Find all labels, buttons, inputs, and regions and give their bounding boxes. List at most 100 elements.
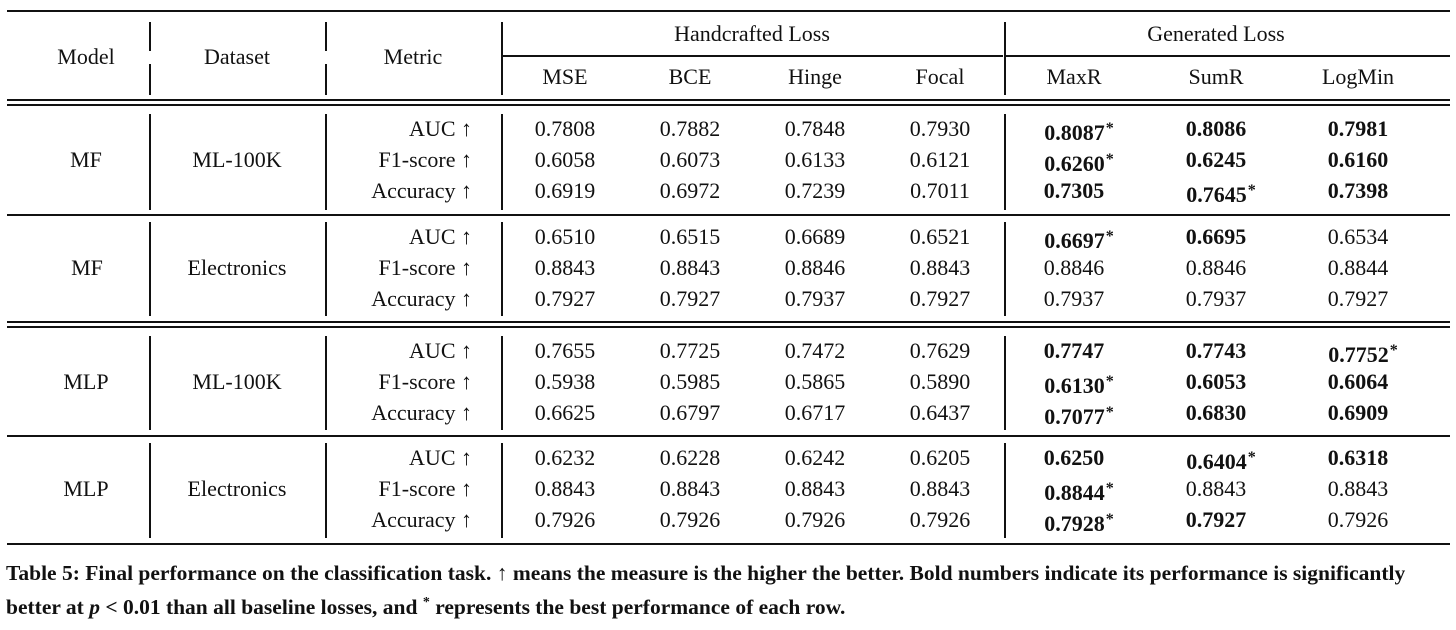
block-rule-3 xyxy=(7,435,1450,437)
best-star-marker: * xyxy=(1105,511,1114,528)
block-3-row-0-cell-2: 0.6242 xyxy=(784,445,846,470)
best-star-marker: * xyxy=(1105,404,1114,421)
header-sep-dataset xyxy=(325,22,327,51)
header-col-mse: MSE xyxy=(542,64,588,89)
block-2-sep-dataset xyxy=(325,336,327,430)
header-metric: Metric xyxy=(383,44,443,69)
block-2-row-1-cell-4: 0.6130* xyxy=(1044,373,1114,398)
block-3-row-1-cell-4: 0.8844* xyxy=(1044,480,1114,505)
block-1-row-1-cell-6: 0.8844 xyxy=(1327,255,1389,280)
block-2-row-1-cell-1: 0.5985 xyxy=(659,369,721,394)
block-3-row-0-cell-3: 0.6205 xyxy=(909,445,971,470)
block-2-row-1-cell-6: 0.6064 xyxy=(1327,369,1389,394)
block-2-row-2-cell-2: 0.6717 xyxy=(784,400,846,425)
block-2-row-0-cell-0: 0.7655 xyxy=(534,338,596,363)
block-0-row-0-cell-3: 0.7930 xyxy=(909,116,971,141)
block-0-sep-groups xyxy=(1004,114,1006,210)
block-0-row-0-cell-2: 0.7848 xyxy=(784,116,846,141)
block-3-row-0-cell-1: 0.6228 xyxy=(659,445,721,470)
block-3-row-1-metric: F1-score ↑ xyxy=(378,476,472,501)
block-0-row-1-cell-1: 0.6073 xyxy=(659,147,721,172)
block-2-row-0-cell-6: 0.7752* xyxy=(1328,342,1398,367)
header-sep-metric xyxy=(501,22,503,95)
top-rule xyxy=(7,10,1450,12)
block-3-dataset: Electronics xyxy=(187,476,287,501)
block-3-sep-dataset xyxy=(325,443,327,538)
block-2-row-1-cell-3: 0.5890 xyxy=(909,369,971,394)
block-1-row-2-cell-2: 0.7937 xyxy=(784,286,846,311)
block-1-row-1-cell-0: 0.8843 xyxy=(534,255,596,280)
block-3-row-2-cell-3: 0.7926 xyxy=(909,507,971,532)
header-col-sumr: SumR xyxy=(1188,64,1244,89)
block-1-row-0-cell-1: 0.6515 xyxy=(659,224,721,249)
best-star-marker: * xyxy=(1247,449,1256,466)
block-1-row-1-cell-1: 0.8843 xyxy=(659,255,721,280)
block-0-row-1-cell-6: 0.6160 xyxy=(1327,147,1389,172)
best-star-marker: * xyxy=(1389,342,1398,359)
block-3-row-1-cell-5: 0.8843 xyxy=(1185,476,1247,501)
block-0-row-2-cell-5: 0.7645* xyxy=(1186,182,1256,207)
block-3-row-0-cell-4: 0.6250 xyxy=(1043,445,1105,470)
block-1-row-2-cell-1: 0.7927 xyxy=(659,286,721,311)
block-2-row-0-metric: AUC ↑ xyxy=(409,338,472,363)
block-3-row-2-cell-1: 0.7926 xyxy=(659,507,721,532)
block-2-row-2-cell-5: 0.6830 xyxy=(1185,400,1247,425)
header-double-rule-a xyxy=(7,99,1450,101)
block-rule-1 xyxy=(7,214,1450,216)
block-3-row-0-cell-0: 0.6232 xyxy=(534,445,596,470)
block-0-sep-metric xyxy=(501,114,503,210)
block-0-row-2-cell-0: 0.6919 xyxy=(534,178,596,203)
block-1-row-0-metric: AUC ↑ xyxy=(409,224,472,249)
block-1-row-0-cell-6: 0.6534 xyxy=(1327,224,1389,249)
block-2-row-0-cell-3: 0.7629 xyxy=(909,338,971,363)
block-1-sep-groups xyxy=(1004,222,1006,316)
caption-text-1: Table 5: Final performance on the classi… xyxy=(6,561,1406,619)
block-0-row-2-cell-6: 0.7398 xyxy=(1327,178,1389,203)
block-3-row-0-cell-5: 0.6404* xyxy=(1186,449,1256,474)
block-3-row-1-cell-6: 0.8843 xyxy=(1327,476,1389,501)
block-1-dataset: Electronics xyxy=(187,255,287,280)
caption-text-3: represents the best performance of each … xyxy=(429,595,846,619)
block-1-row-1-cell-3: 0.8843 xyxy=(909,255,971,280)
header-sep-dataset-2 xyxy=(325,64,327,95)
block-1-row-1-cell-2: 0.8846 xyxy=(784,255,846,280)
block-2-row-2-metric: Accuracy ↑ xyxy=(371,400,472,425)
block-2-row-0-cell-4: 0.7747 xyxy=(1043,338,1105,363)
block-0-row-0-cell-5: 0.8086 xyxy=(1185,116,1247,141)
block-0-row-2-metric: Accuracy ↑ xyxy=(371,178,472,203)
block-0-row-2-cell-4: 0.7305 xyxy=(1043,178,1105,203)
caption-text-2: < 0.01 than all baseline losses, and xyxy=(99,595,423,619)
header-col-logmin: LogMin xyxy=(1321,64,1395,89)
block-1-row-2-cell-5: 0.7937 xyxy=(1185,286,1247,311)
block-3-sep-groups xyxy=(1004,443,1006,538)
block-0-row-1-cell-4: 0.6260* xyxy=(1044,151,1114,176)
block-2-row-2-cell-0: 0.6625 xyxy=(534,400,596,425)
header-sep-groups xyxy=(1004,22,1006,95)
block-0-row-0-cell-4: 0.8087* xyxy=(1044,120,1114,145)
block-3-model: MLP xyxy=(63,476,109,501)
block-2-row-0-cell-1: 0.7725 xyxy=(659,338,721,363)
header-model: Model xyxy=(57,44,115,69)
best-star-marker: * xyxy=(1105,373,1114,390)
table-caption: Table 5: Final performance on the classi… xyxy=(6,558,1456,622)
block-1-sep-model xyxy=(149,222,151,316)
block-1-row-1-cell-5: 0.8846 xyxy=(1185,255,1247,280)
bottom-rule xyxy=(7,543,1450,545)
header-double-rule-b xyxy=(7,104,1450,106)
mid-double-rule-a xyxy=(7,321,1450,323)
block-1-row-2-cell-3: 0.7927 xyxy=(909,286,971,311)
block-1-row-0-cell-2: 0.6689 xyxy=(784,224,846,249)
block-1-row-1-metric: F1-score ↑ xyxy=(378,255,472,280)
best-star-marker: * xyxy=(1247,182,1256,199)
block-2-row-2-cell-1: 0.6797 xyxy=(659,400,721,425)
block-0-row-1-cell-3: 0.6121 xyxy=(909,147,971,172)
block-3-row-1-cell-3: 0.8843 xyxy=(909,476,971,501)
mid-double-rule-b xyxy=(7,326,1450,328)
block-3-row-2-cell-2: 0.7926 xyxy=(784,507,846,532)
header-dataset: Dataset xyxy=(204,44,270,69)
best-star-marker: * xyxy=(1105,228,1114,245)
block-3-row-0-cell-6: 0.6318 xyxy=(1327,445,1389,470)
block-0-dataset: ML-100K xyxy=(192,147,282,172)
caption-p-symbol: p xyxy=(89,595,100,619)
block-2-row-0-cell-5: 0.7743 xyxy=(1185,338,1247,363)
